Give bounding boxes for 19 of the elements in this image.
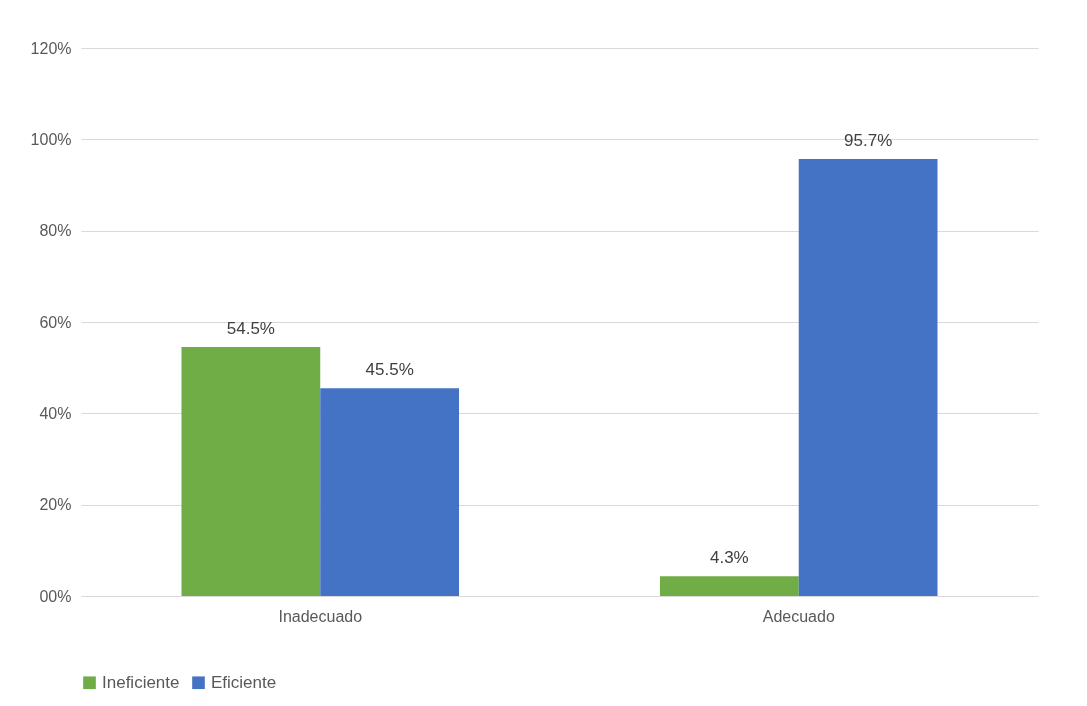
legend-label: Ineficiente (102, 672, 180, 692)
bar (798, 158, 938, 596)
x-tick-label: Adecuado (762, 607, 835, 625)
y-tick-label: 20% (39, 496, 72, 514)
x-tick-label: Inadecuado (278, 607, 363, 625)
data-label: 4.3% (709, 548, 749, 568)
bar (320, 388, 460, 596)
y-tick-label: 60% (39, 313, 72, 331)
data-label: 95.7% (844, 130, 893, 150)
legend-label: Eficiente (211, 672, 277, 692)
bar (659, 576, 799, 596)
y-tick-label: 80% (39, 222, 72, 240)
y-tick-label: 00% (39, 587, 72, 605)
y-tick-label: 120% (30, 39, 72, 57)
y-tick-label: 100% (30, 130, 72, 148)
bar (181, 347, 321, 596)
data-label: 45.5% (365, 360, 414, 380)
data-label: 54.5% (226, 319, 275, 339)
y-tick-label: 40% (39, 404, 72, 422)
